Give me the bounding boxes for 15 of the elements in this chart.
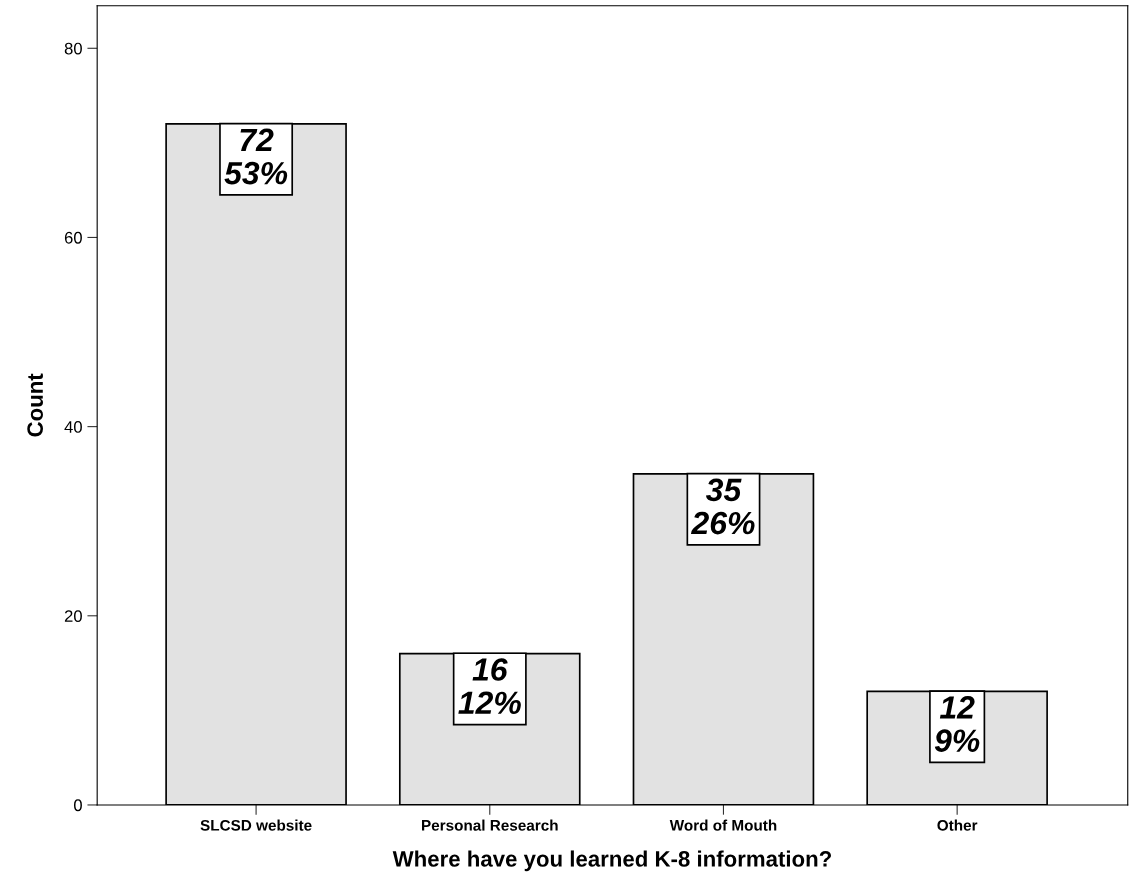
y-tick-label: 40: [64, 421, 82, 433]
y-tick-label: 80: [64, 42, 82, 55]
x-axis-title: Where have you learned K-8 information?: [392, 850, 831, 872]
y-axis-title: Count: [27, 373, 43, 437]
data-label: 12 9%: [934, 696, 980, 752]
x-tick-label: Other: [937, 819, 978, 831]
y-tick-label: 0: [73, 799, 82, 812]
x-tick-label: Personal Research: [422, 819, 558, 831]
data-label: 16 12%: [458, 658, 521, 715]
data-label: 72 53%: [224, 128, 288, 185]
data-label: 35 26%: [691, 478, 755, 535]
x-tick-label: Word of Mouth: [669, 819, 777, 831]
x-tick-label: SLCSD website: [200, 819, 312, 831]
y-tick-label: 20: [64, 610, 82, 622]
y-tick-label: 60: [64, 231, 82, 244]
